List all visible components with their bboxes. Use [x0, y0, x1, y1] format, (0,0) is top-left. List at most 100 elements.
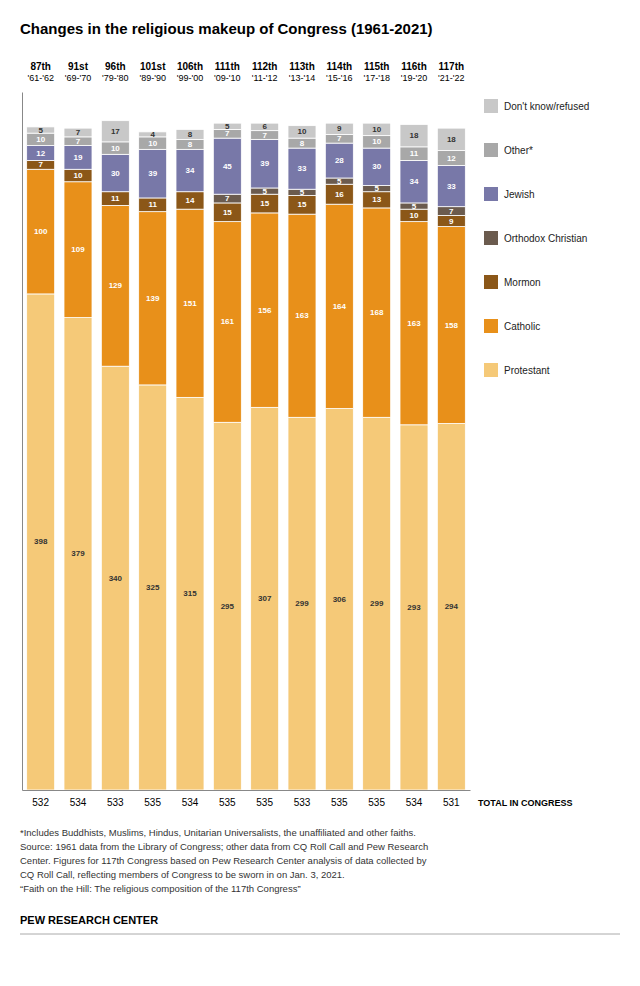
- data-label: 11: [148, 200, 157, 209]
- bar-segment: [363, 208, 391, 417]
- bar-segment: [139, 149, 167, 198]
- bar-segment: [176, 129, 204, 139]
- background: [0, 0, 640, 986]
- x-tick: 111th'09-'10: [214, 61, 240, 88]
- data-label: 7: [449, 207, 454, 216]
- x-axis-baseline: [23, 790, 471, 791]
- x-tick-label-line: '13-'14: [289, 73, 315, 83]
- x-tick: 116th'19-'20: [401, 61, 427, 88]
- bar-segment: [437, 215, 465, 226]
- data-label: 129: [109, 281, 123, 290]
- total-label: 533: [294, 797, 311, 808]
- legend-swatch: [484, 99, 498, 113]
- legend-item: Catholic: [484, 319, 540, 333]
- x-tick-label-line: 116th: [401, 61, 427, 72]
- bar-segment: [400, 124, 428, 146]
- data-label: 307: [258, 594, 272, 603]
- bar-segment: [176, 397, 204, 790]
- data-label: 294: [445, 602, 459, 611]
- legend-label: Don't know/refused: [504, 101, 589, 112]
- bar-segment: [139, 212, 167, 385]
- y-axis-line: [22, 93, 23, 791]
- x-tick-label: 114th'15-'16: [326, 61, 352, 83]
- data-label: 295: [221, 602, 235, 611]
- x-tick-label: 96th'79-'80: [102, 61, 128, 83]
- bar-segment: [101, 121, 129, 142]
- x-tick-label-line: '69-'70: [65, 73, 91, 83]
- bar-segment: [176, 139, 204, 149]
- x-axis-line: [23, 790, 471, 791]
- x-tick-label-line: '17-'18: [363, 73, 389, 83]
- data-label: 33: [298, 164, 307, 173]
- footnote: Center. Figures for 117th Congress based…: [20, 855, 427, 866]
- bar-segment: [288, 148, 316, 189]
- x-tick: 87th'61-'62: [27, 61, 53, 88]
- data-label: 10: [372, 137, 381, 146]
- data-label: 34: [186, 166, 195, 175]
- x-tick-label: 116th'19-'20: [401, 61, 427, 83]
- title: Changes in the religious makeup of Congr…: [20, 20, 433, 37]
- legend-item: Mormon: [484, 275, 541, 289]
- data-label: 163: [295, 311, 309, 320]
- data-label: 30: [111, 169, 120, 178]
- data-label: 9: [449, 217, 454, 226]
- x-tick-label-line: 113th: [289, 61, 315, 72]
- x-tick-label-line: '89-'90: [139, 73, 165, 83]
- data-label: 7: [38, 160, 43, 169]
- footnote: Source: 1961 data from the Library of Co…: [20, 841, 428, 852]
- data-label: 10: [298, 127, 307, 136]
- total-label: 534: [406, 797, 423, 808]
- bar-segment: [325, 204, 353, 408]
- legend-label: Other*: [504, 145, 533, 156]
- bar-segment: [363, 192, 391, 208]
- x-tick-label-line: 112th: [252, 61, 278, 72]
- data-label: 161: [221, 317, 235, 326]
- data-label: 10: [148, 139, 157, 148]
- data-label: 315: [183, 589, 197, 598]
- data-label: 11: [111, 194, 120, 203]
- x-tick-label: 115th'17-'18: [363, 61, 389, 83]
- x-tick: 117th'21-'22: [438, 61, 464, 88]
- data-label: 158: [445, 321, 459, 330]
- legend-label: Catholic: [504, 321, 540, 332]
- data-label: 100: [34, 227, 48, 236]
- bar-segment: [64, 318, 92, 790]
- total-label: 535: [331, 797, 348, 808]
- bar-segment: [139, 198, 167, 212]
- bar-segment: [251, 407, 279, 790]
- bar-segment: [251, 123, 279, 130]
- data-label: 7: [262, 131, 267, 140]
- bar-segment: [213, 222, 241, 423]
- bar-segment: [64, 146, 92, 170]
- bar-segment: [64, 128, 92, 137]
- x-tick-label: 112th'11-'12: [252, 61, 278, 83]
- total-label: 532: [32, 797, 49, 808]
- data-label: 30: [372, 162, 381, 171]
- bar-segment: [400, 222, 428, 425]
- footnote: CQ Roll Call, reflecting members of Cong…: [20, 869, 345, 880]
- data-label: 13: [372, 195, 381, 204]
- data-label: 28: [335, 156, 344, 165]
- bar-segment: [64, 182, 92, 318]
- x-tick-label-line: 111th: [215, 61, 240, 72]
- bar-segment: [27, 146, 55, 161]
- bar-segment: [288, 214, 316, 417]
- data-label: 39: [260, 159, 269, 168]
- x-tick-label: 113th'13-'14: [289, 61, 315, 83]
- bar-segment: [27, 294, 55, 790]
- bar-segment: [251, 139, 279, 188]
- bar-segment: [101, 192, 129, 206]
- bar-segment: [176, 209, 204, 397]
- bar-segment: [325, 409, 353, 790]
- x-tick-label-line: 87th: [30, 61, 51, 72]
- legend-label: Jewish: [504, 189, 535, 200]
- bar-segment: [27, 169, 55, 294]
- data-label: 7: [76, 128, 81, 137]
- data-label: 39: [148, 169, 157, 178]
- y-axis: [22, 93, 23, 791]
- data-label: 8: [188, 130, 193, 139]
- bar-segment: [288, 138, 316, 148]
- data-label: 293: [407, 603, 421, 612]
- legend-item: Other*: [484, 143, 533, 157]
- separator: [20, 934, 620, 935]
